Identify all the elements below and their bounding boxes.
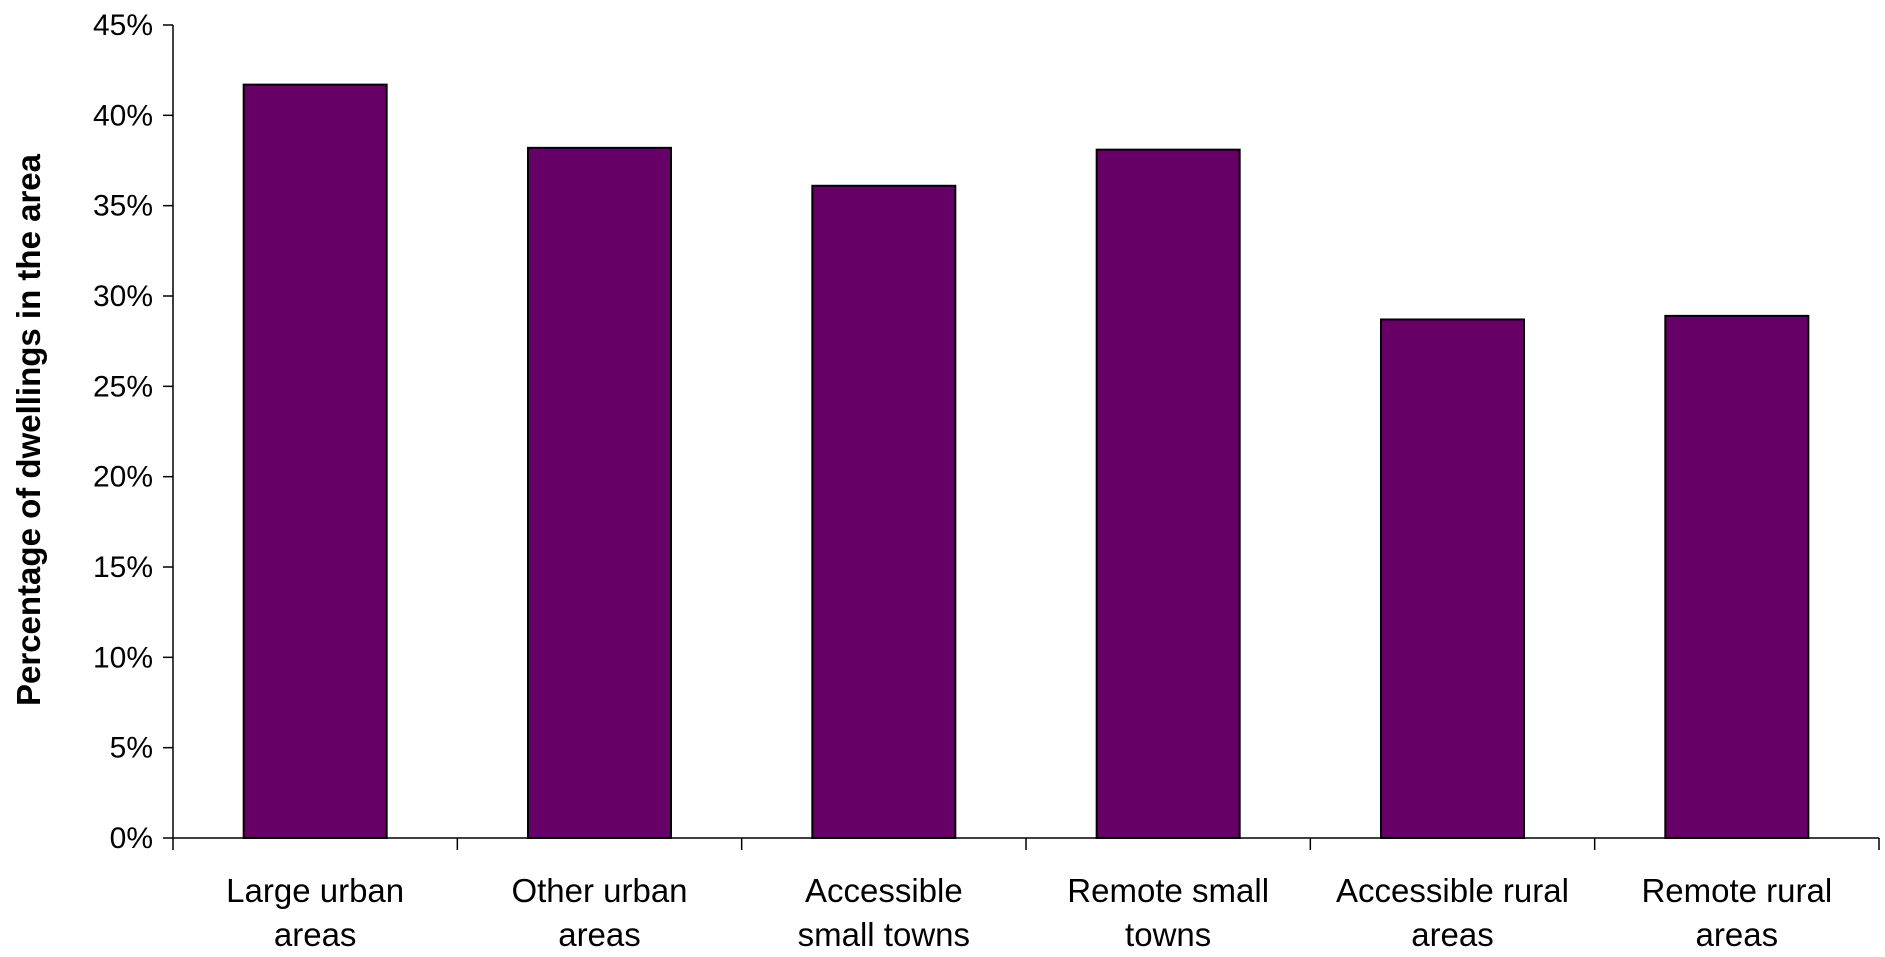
x-category-label: Remote rural areas bbox=[1641, 872, 1832, 953]
x-category-label: Other urban areas bbox=[511, 872, 687, 953]
x-category-label: Accessible small towns bbox=[798, 872, 970, 953]
x-category-label-line: Remote small bbox=[1067, 872, 1269, 909]
x-category-label-line: areas bbox=[1411, 916, 1494, 953]
bar bbox=[527, 146, 672, 840]
y-tick-label: 45% bbox=[93, 9, 153, 42]
x-category-label-line: Accessible bbox=[805, 872, 963, 909]
bar bbox=[242, 83, 388, 840]
y-tick-label: 0% bbox=[110, 822, 153, 855]
y-tick-label: 15% bbox=[93, 551, 153, 584]
y-tick-label: 25% bbox=[93, 370, 153, 403]
axes-layer bbox=[163, 24, 1880, 850]
x-category-label-line: Accessible rural bbox=[1336, 872, 1569, 909]
bar bbox=[1095, 148, 1241, 840]
y-tick-label: 10% bbox=[93, 641, 153, 674]
y-tick-label: 30% bbox=[93, 280, 153, 313]
y-tick-label: 35% bbox=[93, 190, 153, 223]
x-category-label-line: areas bbox=[1696, 916, 1779, 953]
x-category-label-line: towns bbox=[1125, 916, 1211, 953]
x-category-label-line: areas bbox=[558, 916, 641, 953]
x-category-label-line: areas bbox=[274, 916, 357, 953]
bar bbox=[1664, 314, 1810, 839]
x-category-label: Large urban areas bbox=[226, 872, 404, 953]
x-category-label-line: small towns bbox=[798, 916, 970, 953]
bar bbox=[1380, 318, 1525, 839]
bars-layer bbox=[242, 83, 1810, 840]
y-axis-title: Percentage of dwellings in the area bbox=[10, 153, 47, 706]
y-tick-labels: 0% 5% 10% 15% 20% 25% 30% 35% 40% 45% bbox=[93, 9, 153, 855]
y-tick-label: 5% bbox=[110, 732, 153, 765]
x-category-label: Accessible rural areas bbox=[1336, 872, 1569, 953]
bar bbox=[811, 184, 957, 840]
x-category-label-line: Large urban bbox=[226, 872, 404, 909]
y-tick-label: 20% bbox=[93, 461, 153, 494]
x-category-label-line: Other urban bbox=[511, 872, 687, 909]
x-category-label-line: Remote rural bbox=[1641, 872, 1832, 909]
x-category-label: Remote small towns bbox=[1067, 872, 1269, 953]
y-tick-label: 40% bbox=[93, 99, 153, 132]
